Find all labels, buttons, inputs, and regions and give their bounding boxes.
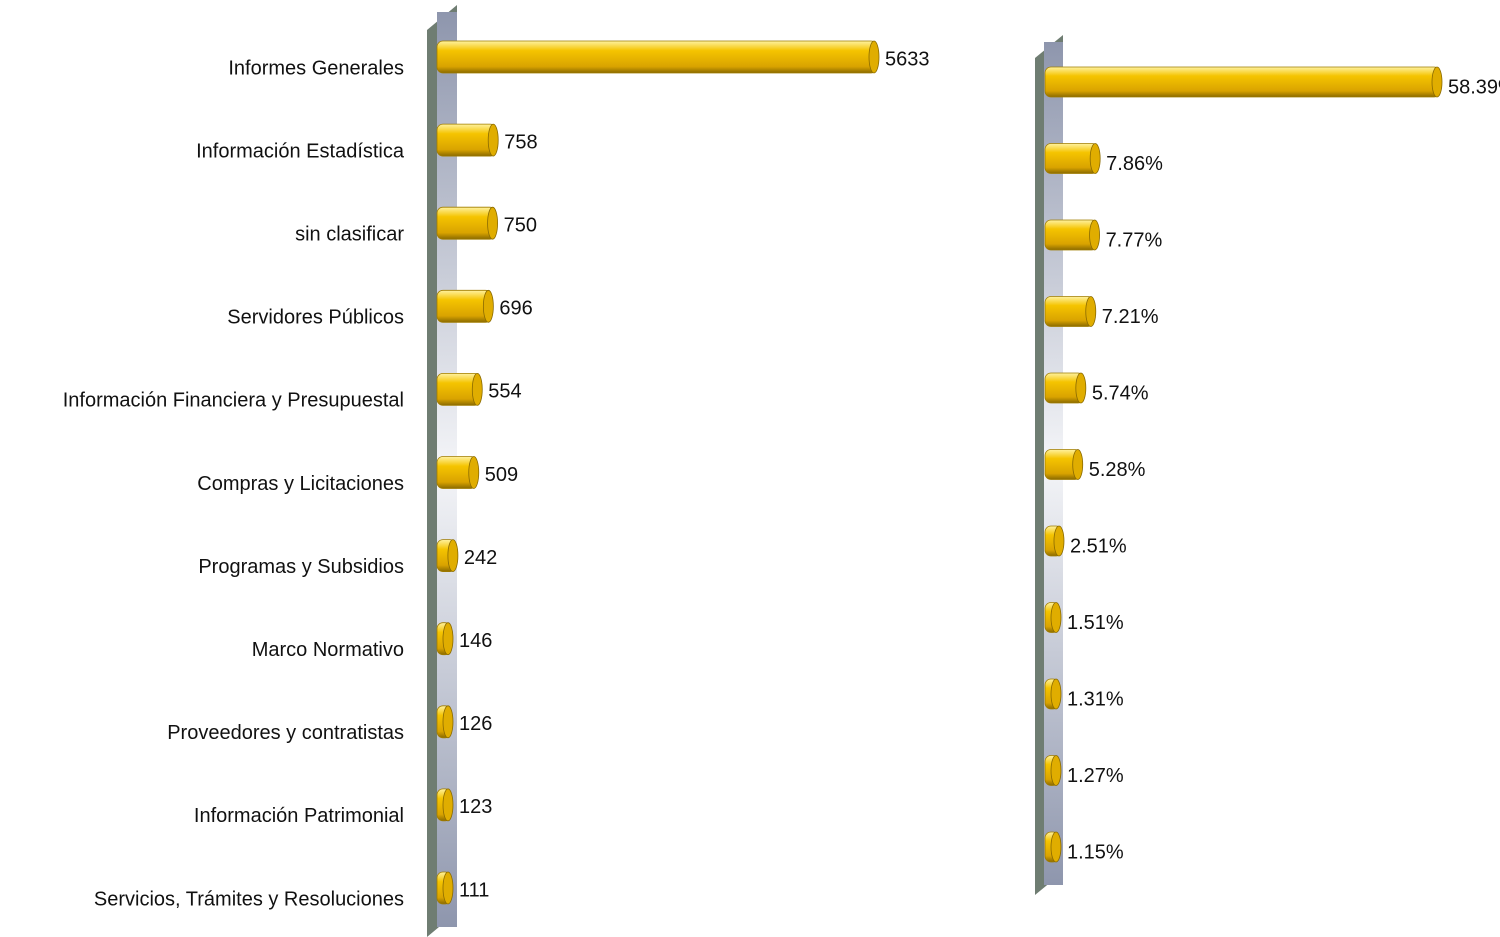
category-label: Proveedores y contratistas — [167, 722, 404, 744]
value-label: 7.86% — [1106, 153, 1163, 175]
value-label: 1.15% — [1067, 841, 1124, 863]
bar-cap — [1089, 143, 1101, 174]
category-label: Servicios, Trámites y Resoluciones — [94, 888, 404, 910]
bar-cap — [1050, 755, 1062, 786]
category-label: Información Financiera y Presupuestal — [63, 390, 404, 412]
bar-cap — [1075, 372, 1087, 404]
value-label: 758 — [504, 131, 537, 153]
category-label: sin clasificar — [295, 223, 404, 245]
value-label: 509 — [485, 464, 518, 486]
value-label: 242 — [464, 547, 497, 569]
category-label: Compras y Licitaciones — [197, 473, 404, 495]
category-label: Información Patrimonial — [194, 805, 404, 827]
category-label: Informes Generales — [228, 57, 404, 79]
bar-cap — [487, 123, 499, 157]
bar-cap — [442, 622, 454, 656]
value-label: 750 — [504, 214, 537, 236]
value-label: 1.31% — [1067, 688, 1124, 710]
category-label: Marco Normativo — [252, 639, 404, 661]
value-label: 1.27% — [1067, 765, 1124, 787]
value-label: 111 — [459, 879, 489, 901]
bar-cap — [471, 372, 483, 406]
bar-cap — [868, 40, 880, 74]
bar-cap — [447, 539, 459, 572]
bar — [1044, 66, 1441, 98]
category-label: Información Estadística — [196, 140, 405, 162]
value-label: 123 — [459, 796, 492, 818]
value-label: 5.74% — [1092, 382, 1149, 404]
bar-cap — [1050, 831, 1062, 863]
value-label: 2.51% — [1070, 535, 1127, 557]
value-label: 146 — [459, 630, 492, 652]
bar-cap — [1085, 296, 1097, 327]
category-label: Programas y Subsidios — [198, 556, 404, 578]
value-label: 1.51% — [1067, 612, 1124, 634]
bar-cap — [487, 206, 498, 240]
bar-cap — [1050, 602, 1062, 633]
category-label: Servidores Públicos — [227, 307, 404, 329]
value-label: 7.77% — [1106, 229, 1163, 251]
bar-cap — [482, 289, 494, 323]
bar-cap — [1431, 66, 1443, 98]
value-label: 5633 — [885, 48, 930, 70]
value-label: 7.21% — [1102, 306, 1159, 328]
value-label: 5.28% — [1089, 459, 1146, 481]
value-label: 58.39% — [1448, 76, 1500, 98]
bar-cap — [442, 871, 454, 905]
bar-cap — [468, 456, 480, 489]
bar-cap — [442, 788, 454, 822]
bar-cap — [1089, 219, 1100, 251]
bar-cap — [1050, 678, 1062, 710]
bar — [436, 123, 497, 157]
bar — [436, 40, 878, 74]
value-label: 696 — [499, 298, 532, 320]
bar-cap — [1053, 525, 1065, 557]
value-label: 554 — [488, 381, 521, 403]
bar-cap — [442, 705, 454, 739]
value-label: 126 — [459, 713, 492, 735]
bar-cap — [1072, 449, 1084, 480]
bar — [436, 206, 496, 240]
